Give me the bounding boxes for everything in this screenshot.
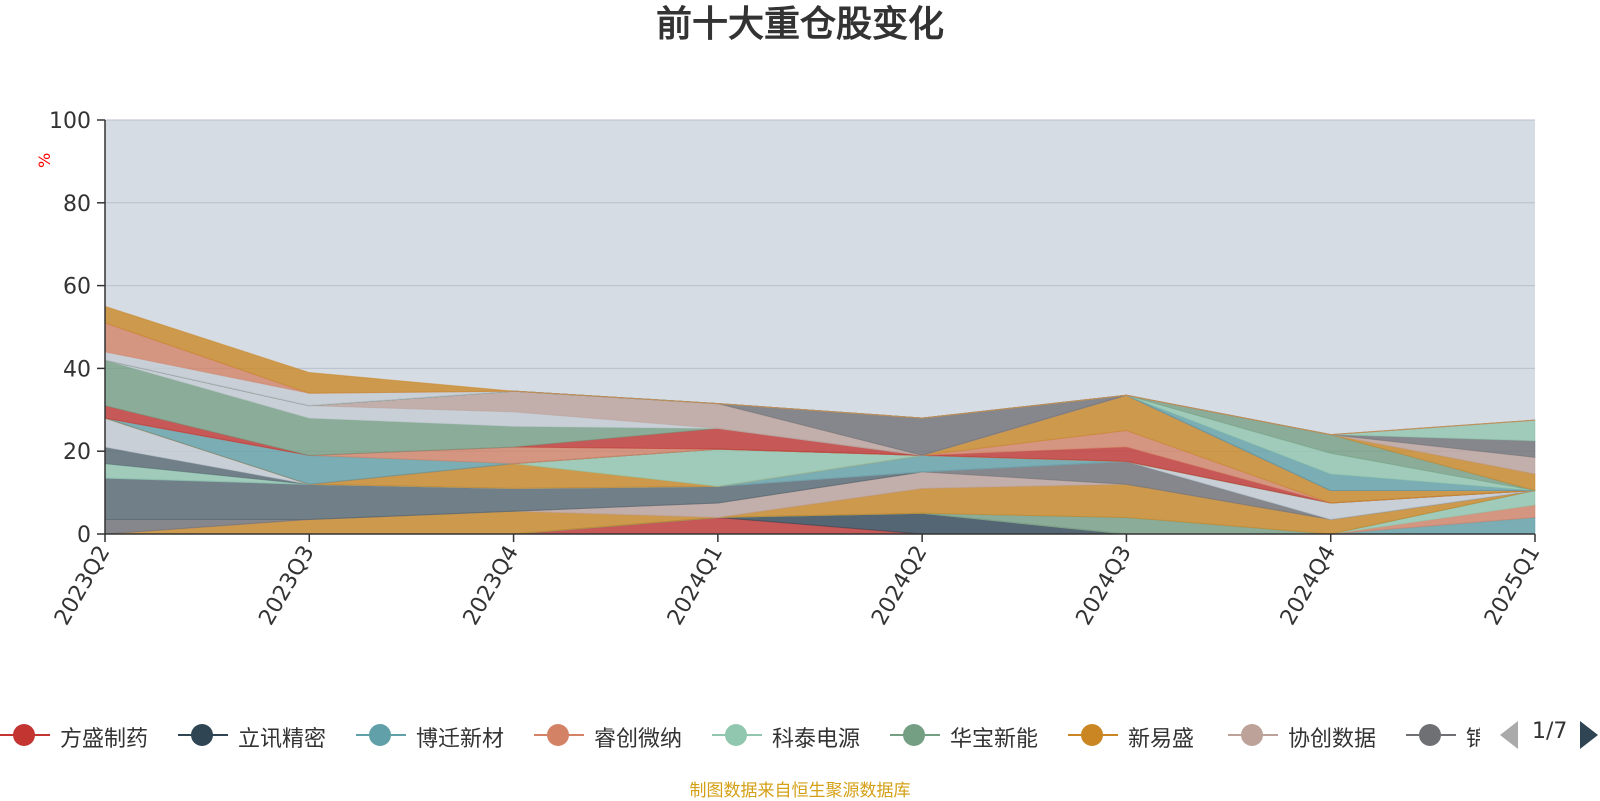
legend-item[interactable]: 科泰电源	[712, 715, 882, 755]
legend-label: 博迁新材	[416, 727, 505, 752]
legend-circle-icon	[191, 724, 213, 746]
legend-circle-icon	[13, 724, 35, 746]
y-tick-label: 60	[63, 275, 91, 300]
legend-item[interactable]: 博迁新材	[356, 715, 526, 755]
legend-label: 新易盛	[1128, 727, 1195, 752]
legend-circle-icon	[547, 724, 569, 746]
legend-label: 方盛制药	[60, 727, 149, 752]
legend-label: 华宝新能	[950, 727, 1039, 752]
y-tick-labels: 0 20 40 60 80 100	[49, 109, 91, 548]
x-tick-label: 2025Q1	[1480, 542, 1545, 630]
legend-circle-icon	[725, 724, 747, 746]
legend-item[interactable]: 协创数据	[1228, 715, 1398, 755]
axes	[97, 119, 1536, 542]
x-tick-label: 2024Q2	[867, 542, 932, 630]
legend-label: 科泰电源	[772, 727, 861, 752]
legend-item[interactable]: 锦浪科技	[1406, 715, 1480, 755]
legend-circle-icon	[903, 724, 925, 746]
area-series-38	[104, 305, 1536, 436]
legend: 方盛制药 立讯精密 博迁新材 睿创微纳 科泰电源 华宝新能 新易盛 协创数据 锦浪科技	[0, 715, 1480, 755]
x-tick-label: 2023Q2	[50, 542, 115, 630]
legend-item[interactable]: 新易盛	[1068, 715, 1238, 755]
x-tick-label: 2024Q3	[1072, 542, 1137, 630]
legend-label: 立讯精密	[238, 727, 327, 752]
x-tick-label: 2024Q1	[663, 542, 728, 630]
y-tick-label: 40	[63, 357, 91, 382]
legend-item[interactable]: 华宝新能	[890, 715, 1060, 755]
chart-title: 前十大重仓股变化	[655, 4, 944, 45]
y-tick-label: 0	[77, 523, 91, 548]
legend-item[interactable]: 立讯精密	[178, 715, 348, 755]
source-note: 制图数据来自恒生聚源数据库	[689, 781, 911, 801]
y-axis-unit-label: %	[35, 153, 54, 168]
pager-page-text: 1/7	[1532, 719, 1568, 744]
legend-item[interactable]: 方盛制药	[0, 715, 170, 755]
y-tick-label: 20	[63, 440, 91, 465]
x-tick-label: 2023Q3	[254, 542, 319, 630]
x-tick-labels: 2023Q2 2023Q3 2023Q4 2024Q1 2024Q2 2024Q3 2024…	[50, 542, 1545, 630]
legend-circle-icon	[369, 724, 391, 746]
legend-label: 协创数据	[1288, 727, 1377, 752]
x-tick-label: 2023Q4	[459, 542, 524, 630]
pager-prev-arrow-icon[interactable]	[1500, 721, 1518, 749]
area-series-group	[104, 305, 1536, 535]
y-tick-label: 80	[63, 192, 91, 217]
legend-circle-icon	[1419, 724, 1441, 746]
legend-circle-icon	[1241, 724, 1263, 746]
legend-label: 睿创微纳	[594, 727, 683, 752]
legend-pager: 1/7	[1500, 717, 1600, 753]
legend-label: 锦浪科技	[1466, 727, 1480, 752]
legend-circle-icon	[1081, 724, 1103, 746]
x-tick-label: 2024Q4	[1276, 542, 1341, 630]
pager-next-arrow-icon[interactable]	[1580, 721, 1598, 749]
y-tick-label: 100	[49, 109, 91, 134]
legend-item[interactable]: 睿创微纳	[534, 715, 704, 755]
